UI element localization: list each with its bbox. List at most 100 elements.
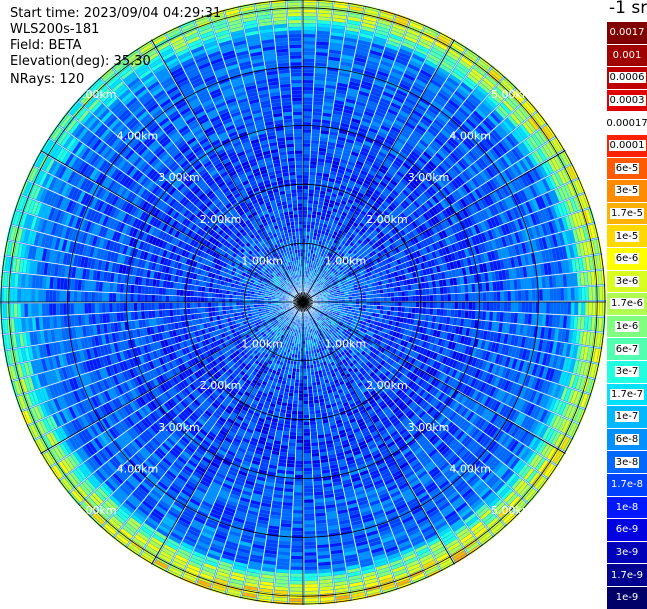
range-gate-cell (578, 287, 582, 300)
range-gate-cell (310, 175, 316, 179)
range-gate-cell (458, 302, 461, 309)
range-gate-cell (377, 294, 381, 298)
range-gate-cell (303, 140, 311, 143)
range-gate-cell (314, 396, 319, 400)
range-gate-cell (303, 108, 312, 111)
range-gate-cell (313, 393, 318, 397)
range-gate-cell (451, 302, 454, 309)
range-gate-cell (441, 295, 444, 302)
range-gate-cell (529, 290, 533, 301)
range-gate-cell (303, 204, 308, 207)
range-gate-cell (422, 289, 426, 295)
range-gate-cell (539, 290, 543, 301)
range-gate-cell (303, 175, 309, 178)
range-gate-cell (303, 112, 312, 115)
range-gate-cell (394, 307, 398, 312)
range-gate-cell (402, 302, 405, 307)
range-gate-cell (379, 314, 383, 318)
range-gate-cell (303, 91, 313, 94)
range-gate-cell (458, 294, 461, 301)
range-gate-cell (433, 288, 437, 294)
range-gate-cell (529, 302, 532, 313)
range-gate-cell (309, 193, 314, 197)
range-gate-cell (372, 287, 376, 291)
range-gate-cell (303, 200, 308, 203)
range-gate-cell (373, 294, 377, 298)
range-gate-cell (303, 158, 310, 161)
range-gate-cell (412, 290, 416, 295)
range-gate-cell (303, 87, 313, 90)
range-gate-cell (387, 311, 391, 315)
range-gate-cell (578, 302, 581, 315)
range-gate-cell (363, 302, 366, 305)
range-gate-cell (465, 311, 469, 319)
range-gate-cell (303, 147, 310, 150)
range-gate-cell (303, 172, 309, 175)
range-gate-cell (582, 287, 586, 300)
range-gate-cell (363, 305, 366, 308)
range-gate-cell (557, 289, 561, 301)
range-gate-cell (493, 302, 496, 311)
range-gate-cell (560, 288, 564, 300)
range-gate-cell (395, 302, 398, 306)
range-gate-cell (303, 197, 308, 200)
range-gate-cell (391, 292, 395, 296)
range-gate-cell (312, 386, 316, 390)
range-gate-cell (395, 297, 398, 301)
range-gate-cell (426, 302, 429, 308)
range-gate-cell (345, 300, 348, 302)
range-gate-cell (363, 299, 366, 302)
range-gate-cell (303, 27, 316, 31)
range-gate-cell (422, 308, 426, 314)
range-gate-cell (307, 218, 311, 222)
range-gate-cell (303, 84, 313, 87)
range-gate-cell (472, 293, 475, 301)
range-gate-cell (309, 179, 315, 183)
range-gate-cell (412, 308, 416, 313)
range-gate-cell (575, 302, 579, 315)
range-gate-cell (377, 298, 380, 302)
range-gate-cell (303, 165, 309, 168)
range-gate-cell (311, 154, 318, 158)
range-gate-cell (426, 309, 430, 315)
range-gate-cell (303, 161, 310, 164)
range-gate-cell (469, 302, 472, 310)
range-gate-cell (352, 299, 355, 302)
range-gate-cell (307, 225, 311, 228)
range-gate-cell (303, 136, 311, 139)
range-gate-cell (303, 168, 309, 171)
range-gate-cell (553, 289, 557, 301)
range-gate-cell (303, 189, 308, 192)
range-gate-cell (560, 302, 564, 314)
range-gate-cell (303, 186, 308, 189)
range-gate-cell (312, 218, 316, 222)
range-gate-cell (387, 306, 391, 310)
range-gate-cell (310, 368, 314, 372)
range-gate-cell (454, 310, 458, 317)
range-gate-cell (515, 302, 518, 312)
range-gate-cell (306, 235, 309, 238)
range-gate-cell (303, 16, 316, 20)
range-gate-cell (303, 207, 307, 210)
range-gate-cell (444, 309, 448, 316)
range-gate-cell (504, 302, 507, 311)
range-gate-cell (571, 288, 575, 301)
range-gate-cell (437, 295, 440, 301)
range-gate-cell (312, 133, 320, 137)
range-gate-cell (303, 94, 313, 97)
range-gate-cell (405, 297, 408, 302)
range-gate-cell (356, 299, 359, 302)
range-gate-cell (599, 286, 603, 300)
range-gate-cell (574, 288, 578, 301)
range-gate-cell (306, 239, 309, 242)
range-gate-cell (303, 225, 307, 228)
range-gate-cell (433, 295, 436, 301)
range-gate-cell (550, 302, 554, 314)
range-gate-cell (402, 297, 405, 302)
range-gate-cell (441, 302, 444, 309)
range-gate-cell (465, 285, 469, 293)
range-gate-cell (475, 311, 479, 319)
range-gate-cell (310, 229, 314, 233)
range-gate-cell (308, 207, 313, 211)
